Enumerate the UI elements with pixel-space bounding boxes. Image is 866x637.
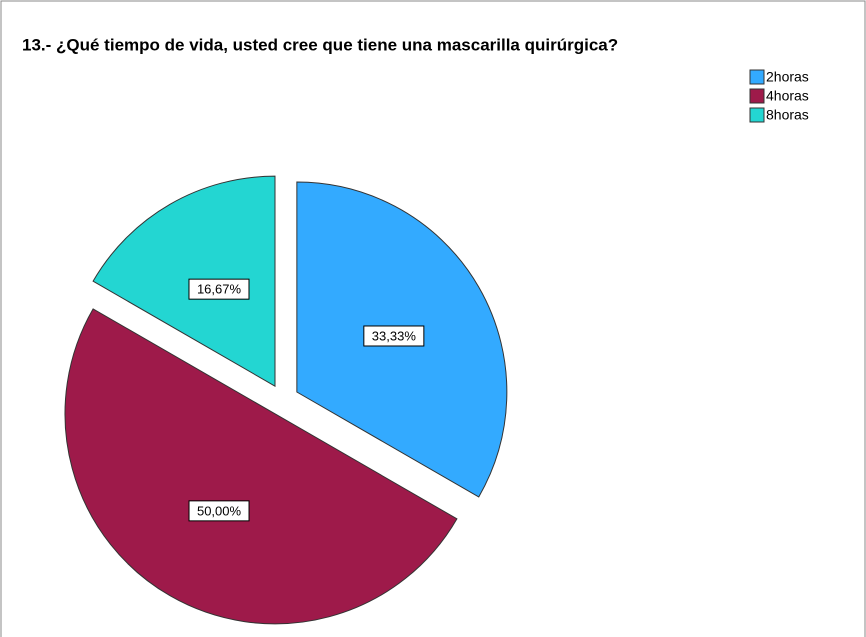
legend-swatch xyxy=(749,88,765,104)
legend-swatch xyxy=(749,107,765,123)
legend-label: 4horas xyxy=(766,88,809,104)
legend-swatch xyxy=(749,69,765,85)
label-box xyxy=(188,500,250,522)
pie-slice xyxy=(64,308,458,625)
label-box xyxy=(363,325,425,347)
chart-title: 13.- ¿Qué tiempo de vida, usted cree que… xyxy=(22,35,618,54)
pie-slice xyxy=(92,175,276,388)
data-label: 16,67% xyxy=(197,282,242,297)
legend-label: 8horas xyxy=(766,107,809,123)
data-label: 50,00% xyxy=(197,503,242,518)
label-box xyxy=(188,278,250,300)
legend-label: 2horas xyxy=(766,69,809,85)
data-label: 33,33% xyxy=(372,328,417,343)
